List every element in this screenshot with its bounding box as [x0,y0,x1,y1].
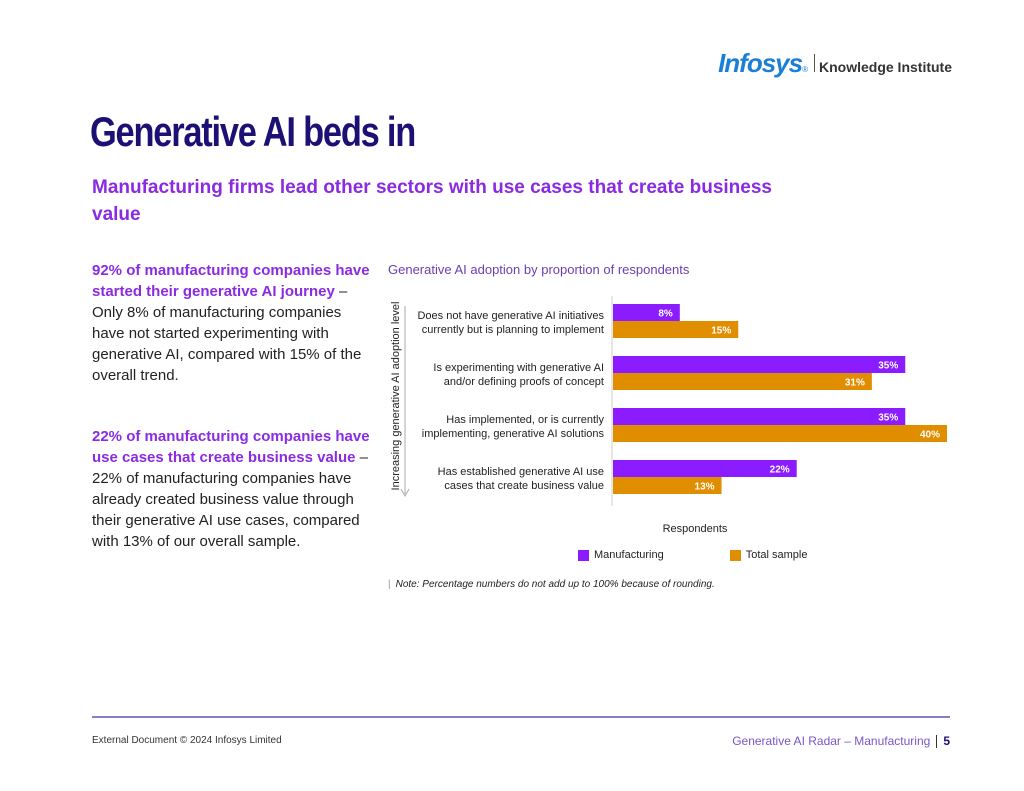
bar-manufacturing [613,408,906,425]
legend-swatch-manufacturing [578,549,589,561]
y-axis-title: Increasing generative AI adoption level [390,302,402,491]
data-label: 35% [878,361,898,372]
bar-manufacturing [613,304,680,321]
bar-total-sample [613,373,872,390]
bar-total-sample [613,425,947,442]
chart-title: Generative AI adoption by proportion of … [388,262,690,277]
page-title: Generative AI beds in [90,108,416,155]
note-marker: | [388,579,391,590]
adoption-bar-chart: Increasing generative AI adoption level D… [390,296,947,535]
footer-copyright: External Document © 2024 Infosys Limited [92,735,282,746]
logo-divider [814,54,815,72]
logo-reg-mark: ® [802,65,808,74]
paragraph-business-value: 22% of manufacturing companies have use … [92,426,370,552]
logo-subtitle: Knowledge Institute [819,59,952,75]
bar-manufacturing [613,460,797,477]
paragraph-highlight: 22% of manufacturing companies have use … [92,428,370,466]
paragraph-body: – 22% of manufacturing companies have al… [92,449,368,550]
bar-total-sample [613,477,722,494]
legend-swatch-total-sample [729,549,741,561]
paragraph-body: – Only 8% of manufacturing companies hav… [92,283,362,384]
page-subtitle: Manufacturing firms lead other sectors w… [92,177,772,225]
category-label: Has implemented, or is currently implemen… [422,414,605,440]
chart-legend: Manufacturing Total sample [578,549,873,561]
bar-total-sample [613,321,739,338]
data-label: 22% [770,465,790,476]
footer-separator [936,734,938,748]
logo-brand: Infosys [718,48,803,78]
data-label: 40% [920,430,940,441]
note-text: Note: Percentage numbers do not add up t… [395,579,715,590]
footer-doc-title: Generative AI Radar – Manufacturing [732,734,931,748]
legend-label-total-sample: Total sample [745,549,808,561]
bar-manufacturing [613,356,906,373]
legend-label-manufacturing: Manufacturing [594,549,664,561]
chart-note: | Note: Percentage numbers do not add up … [388,579,715,590]
category-label: Does not have generative AI initiatives c… [417,310,604,336]
category-label: Has established generative AI use cases t… [438,466,604,492]
legend-item-manufacturing: Manufacturing [578,549,664,561]
category-label: Is experimenting with generative AI and/o… [433,362,604,388]
data-label: 13% [695,482,715,493]
data-label: 35% [878,413,898,424]
footer-doc-info: Generative AI Radar – Manufacturing 5 [732,734,950,748]
data-label: 15% [711,326,731,337]
data-label: 31% [845,378,865,389]
infosys-logo: Infosys ® Knowledge Institute [718,48,952,79]
paragraph-highlight: 92% of manufacturing companies have star… [92,262,370,300]
x-axis-title: Respondents [663,523,728,535]
y-axis-arrow-head [400,488,410,498]
legend-item-total-sample: Total sample [729,549,808,561]
data-label: 8% [658,309,673,320]
footer-divider [92,716,950,718]
paragraph-started-journey: 92% of manufacturing companies have star… [92,260,370,386]
page-number: 5 [943,734,950,748]
